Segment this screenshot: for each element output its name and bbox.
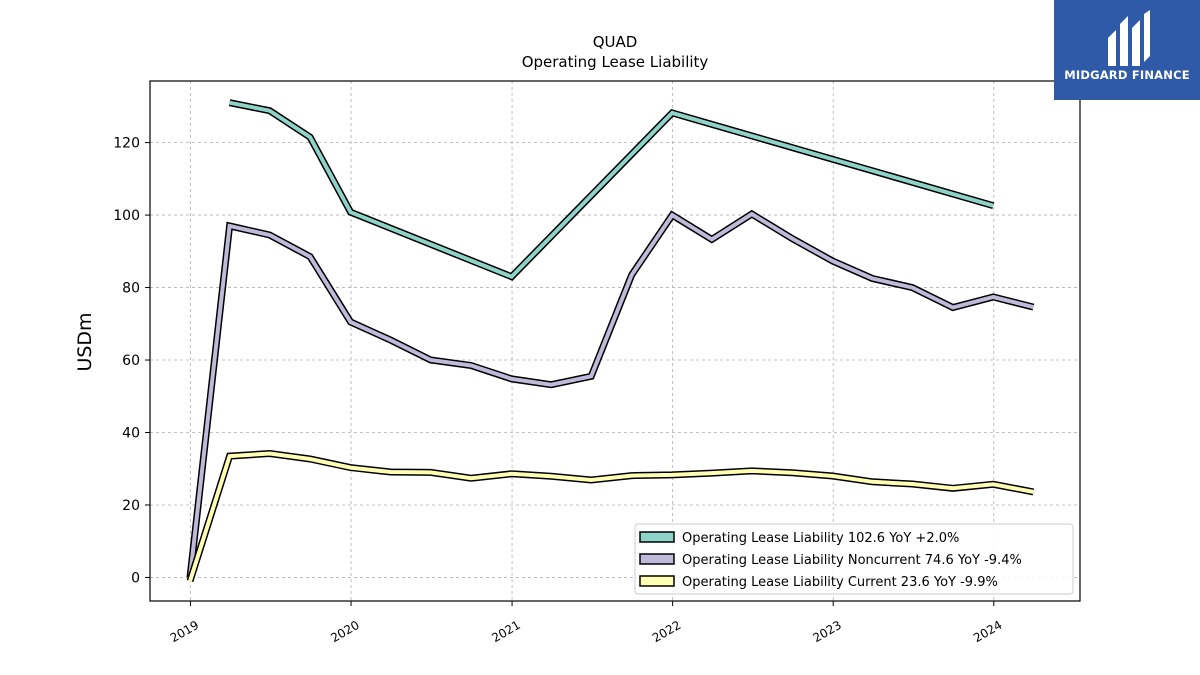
series-line-0: [229, 100, 994, 280]
x-tick-label: 2022: [650, 618, 683, 645]
legend-swatch: [639, 553, 675, 565]
brand-mark-icon: [1108, 10, 1150, 66]
x-tick-label: 2020: [328, 618, 361, 645]
chart-title: QUAD: [593, 33, 638, 51]
x-tick-label: 2023: [810, 618, 843, 645]
y-tick-label: 60: [122, 353, 140, 369]
legend-label: Operating Lease Liability 102.6 YoY +2.0…: [682, 531, 959, 546]
series-layer: [186, 99, 1035, 583]
legend-label: Operating Lease Liability Current 23.6 Y…: [682, 575, 998, 590]
legend-swatch: [639, 531, 675, 543]
x-tick-label: 2021: [489, 618, 522, 645]
x-tick-label: 2024: [971, 618, 1004, 645]
series-outline-0: [228, 99, 995, 281]
legend-label: Operating Lease Liability Noncurrent 74.…: [682, 553, 1022, 568]
y-tick-label: 100: [113, 208, 140, 224]
y-tick-label: 0: [131, 570, 140, 586]
plot-frame: [149, 80, 1081, 602]
y-tick-label: 20: [122, 498, 140, 514]
x-tick-label: 2019: [168, 618, 201, 645]
chart-subtitle: Operating Lease Liability: [522, 53, 709, 71]
legend-box: [634, 523, 1074, 595]
brand-name: MIDGARD FINANCE: [1064, 68, 1190, 82]
y-tick-label: 40: [122, 425, 140, 441]
y-axis-label: USDm: [74, 312, 96, 371]
y-tick-label: 80: [122, 281, 140, 297]
series-line-2: [188, 451, 1034, 582]
series-line-1: [188, 211, 1034, 578]
legend: Operating Lease Liability 102.6 YoY +2.0…: [634, 523, 1074, 595]
brand-logo: MIDGARD FINANCE: [1054, 0, 1200, 100]
grid: [150, 81, 1080, 601]
y-tick-label: 120: [113, 136, 140, 152]
legend-swatch: [639, 575, 675, 587]
